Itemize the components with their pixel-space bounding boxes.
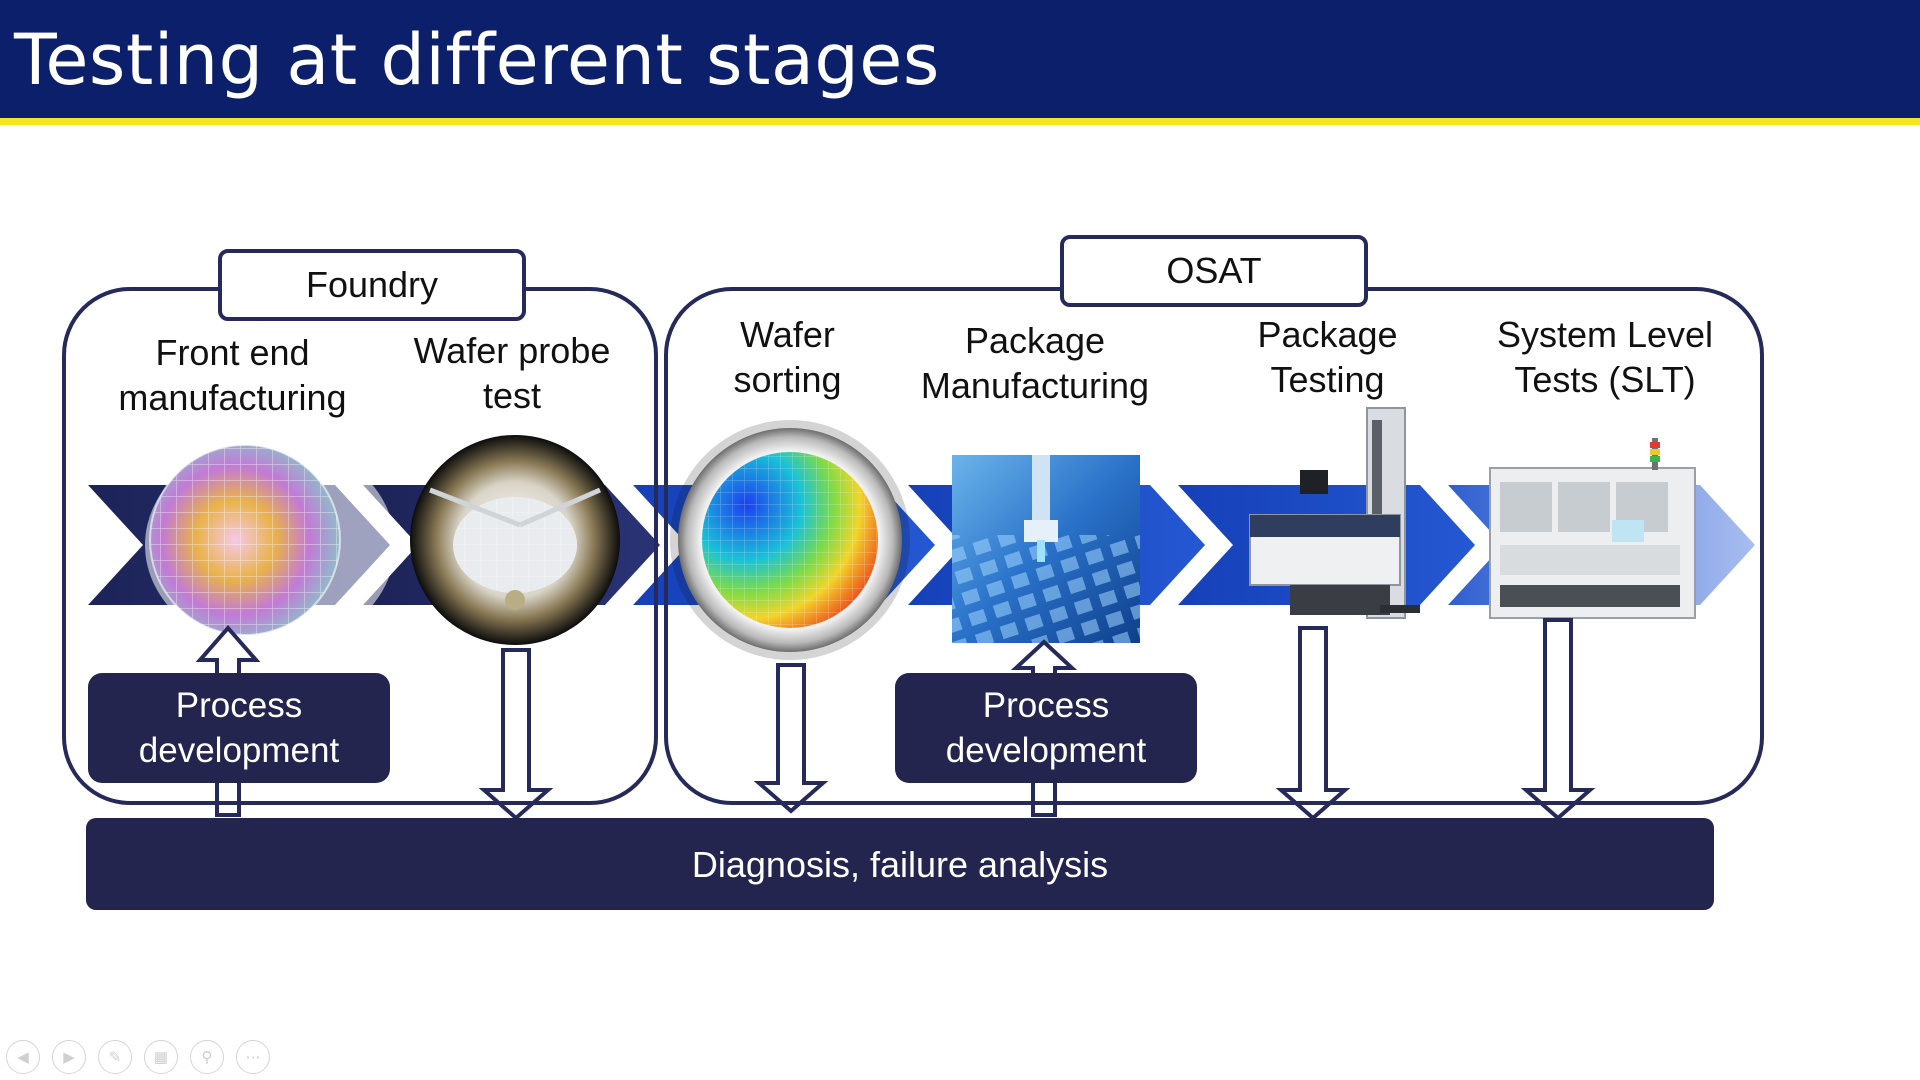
- stage-label-wafer-probe: Wafer probe test: [413, 330, 611, 416]
- process-development-box-left: Process development: [88, 673, 390, 783]
- package-manufacturing-image: [952, 455, 1140, 643]
- slideshow-controls: ◀ ▶ ✎ ▦ ⚲ ⋯: [6, 1040, 270, 1074]
- stage-label-front-end: Front end manufacturing: [118, 332, 347, 418]
- down-arrow-wafer-sorting: [753, 663, 829, 814]
- slide-title: Testing at different stages: [14, 19, 940, 101]
- title-bar: Testing at different stages: [0, 0, 1920, 125]
- stage-label-package-manufacturing: Package Manufacturing: [920, 320, 1150, 406]
- pen-icon[interactable]: ✎: [98, 1040, 132, 1074]
- package-testing-image: [1249, 407, 1420, 619]
- stage-label-wafer-sorting: Wafer sorting: [733, 314, 842, 400]
- slt-machine-image: [1489, 438, 1696, 619]
- diagnosis-failure-analysis-bar: Diagnosis, failure analysis: [86, 818, 1714, 910]
- stage-label-package-testing: Package Testing: [1257, 314, 1398, 400]
- slides-grid-icon[interactable]: ▦: [144, 1040, 178, 1074]
- wafer-probe-image: [410, 435, 620, 645]
- osat-label: OSAT: [1060, 235, 1368, 307]
- foundry-label: Foundry: [218, 249, 526, 321]
- process-development-box-right: Process development: [895, 673, 1197, 783]
- wafer-image: [145, 440, 395, 650]
- zoom-icon[interactable]: ⚲: [190, 1040, 224, 1074]
- wafer-sorting-image: [670, 420, 910, 660]
- more-options-icon[interactable]: ⋯: [236, 1040, 270, 1074]
- previous-icon[interactable]: ◀: [6, 1040, 40, 1074]
- next-icon[interactable]: ▶: [52, 1040, 86, 1074]
- stage-label-slt: System Level Tests (SLT): [1496, 314, 1714, 400]
